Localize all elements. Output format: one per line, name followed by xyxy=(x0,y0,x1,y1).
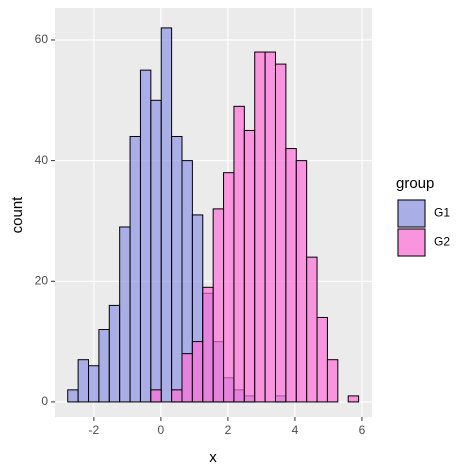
bar xyxy=(285,148,297,403)
bar xyxy=(306,256,318,403)
bar xyxy=(108,304,121,403)
bar xyxy=(139,69,152,403)
bar xyxy=(181,353,193,403)
bar xyxy=(223,172,235,403)
y-tick-label: 60 xyxy=(35,32,49,46)
bar xyxy=(347,395,360,403)
bar xyxy=(243,129,256,403)
bar xyxy=(274,63,287,403)
bar xyxy=(191,341,204,403)
bar xyxy=(150,389,162,403)
bar xyxy=(254,51,266,403)
x-tick-label: 4 xyxy=(292,423,299,437)
bar xyxy=(98,329,110,403)
y-tick-label: 0 xyxy=(41,394,48,408)
bar xyxy=(77,359,90,403)
bar xyxy=(233,105,245,403)
bar xyxy=(160,27,173,403)
legend-swatch xyxy=(397,228,426,257)
bar xyxy=(119,226,131,403)
x-tick-label: 6 xyxy=(359,423,366,437)
bar xyxy=(326,359,339,403)
bar xyxy=(316,316,328,403)
bar xyxy=(150,99,162,403)
x-axis-label: x xyxy=(209,449,217,466)
legend-swatch xyxy=(397,199,426,228)
bar xyxy=(171,389,183,403)
legend-label: G1 xyxy=(434,206,450,220)
x-tick-label: -2 xyxy=(89,423,100,437)
bar xyxy=(202,286,214,403)
x-tick-label: 0 xyxy=(158,423,165,437)
bar xyxy=(67,389,79,403)
y-tick-label: 20 xyxy=(35,273,49,287)
bar xyxy=(295,160,308,403)
bar xyxy=(212,208,225,403)
y-axis-label: count xyxy=(9,196,26,234)
legend-label: G2 xyxy=(434,235,450,249)
bar xyxy=(88,365,100,403)
bar xyxy=(129,135,141,403)
legend-title: group xyxy=(396,175,434,192)
x-tick-label: 2 xyxy=(225,423,232,437)
bar xyxy=(264,51,276,403)
y-tick-label: 40 xyxy=(35,153,49,167)
bar xyxy=(171,135,183,403)
